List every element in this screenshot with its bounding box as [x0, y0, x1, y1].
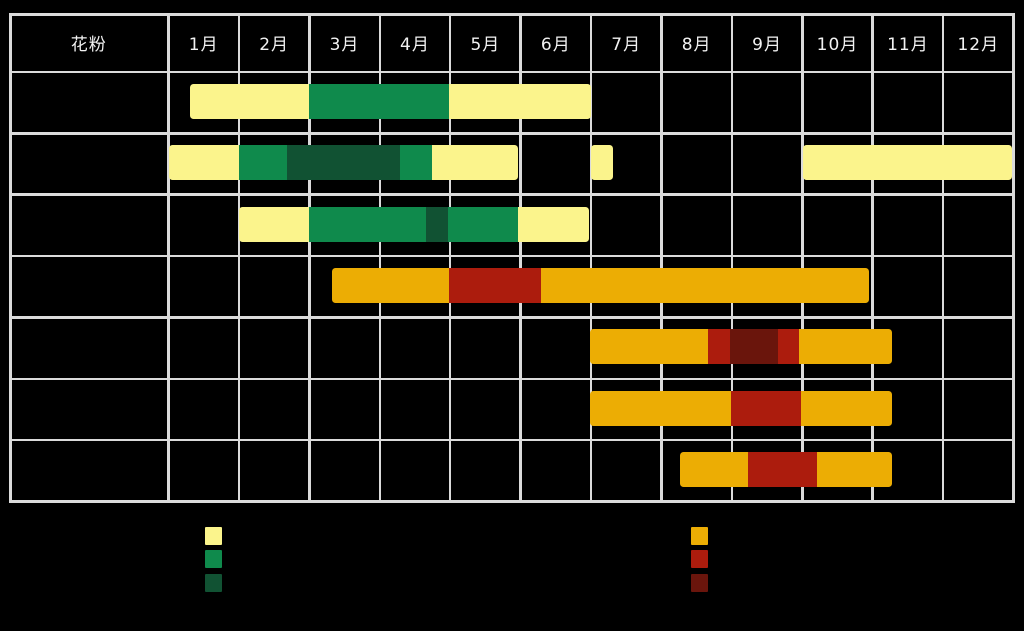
grid-line-horizontal [9, 316, 1015, 319]
pollen-bar [590, 329, 893, 365]
grid-line-vertical [941, 13, 945, 503]
grid-line-horizontal [9, 193, 1015, 196]
header-cell-month: 3月 [329, 35, 360, 55]
grid-line-vertical [660, 13, 663, 503]
legend-swatch-green [205, 550, 222, 568]
grid-line-vertical [730, 13, 734, 503]
pollen-bar [590, 390, 893, 426]
pollen-bar-segment-orange [541, 268, 870, 304]
pollen-bar-segment-green [400, 145, 432, 181]
header-cell-month: 8月 [681, 35, 712, 55]
legend-swatch-yellow [205, 526, 222, 545]
pollen-bar-segment-orange [590, 329, 708, 365]
grid-line-vertical [378, 13, 381, 503]
legend-swatch-dark-green [205, 573, 222, 592]
pollen-bar [802, 145, 1013, 181]
pollen-bar-segment-red [731, 390, 801, 426]
pollen-bar [591, 145, 613, 181]
pollen-bar-segment-red [778, 329, 799, 365]
pollen-bar-segment-green [238, 145, 287, 181]
header-cell-month: 5月 [470, 35, 501, 55]
pollen-bar-segment-yellow [802, 145, 1013, 181]
pollen-bar-segment-yellow [169, 145, 239, 181]
pollen-bar-segment-green [448, 206, 518, 242]
grid-line-horizontal [9, 132, 1015, 135]
legend-swatch-orange [691, 526, 708, 545]
pollen-bar [331, 268, 870, 304]
pollen-bar-segment-dark-green [286, 145, 401, 181]
header-cell-month: 6月 [540, 35, 571, 55]
pollen-bar-segment-green [309, 84, 449, 119]
pollen-bar-segment-dark-red [729, 329, 779, 365]
header-cell-month: 4月 [400, 35, 430, 55]
pollen-bar [238, 206, 589, 242]
pollen-bar-segment-orange [679, 452, 749, 488]
pollen-bar-segment-yellow [190, 84, 310, 119]
pollen-bar-segment-green [309, 206, 426, 242]
pollen-column-header: 花粉 [70, 35, 107, 55]
calendar-table-border [9, 13, 1015, 503]
pollen-bar-segment-yellow [448, 84, 591, 119]
header-cell-month: 9月 [752, 35, 782, 55]
grid-line-horizontal [9, 254, 1015, 258]
grid-line-vertical [167, 13, 170, 503]
grid-line-horizontal [9, 377, 1015, 381]
pollen-bar-segment-red [448, 268, 541, 304]
grid-line-horizontal [9, 70, 1015, 74]
pollen-bar-segment-orange [817, 452, 893, 488]
header-cell-month: 11月 [887, 35, 929, 55]
header-cell-month: 12月 [957, 35, 1000, 55]
pollen-bar-segment-orange [800, 390, 893, 426]
header-cell-month: 10月 [816, 35, 859, 55]
grid-line-vertical [448, 13, 452, 503]
pollen-bar-segment-yellow [591, 145, 613, 181]
header-cell-month: 1月 [188, 35, 219, 55]
pollen-bar-segment-dark-green [425, 206, 449, 242]
pollen-bar-segment-yellow [517, 206, 589, 242]
pollen-bar-segment-red [707, 329, 730, 365]
grid-line-vertical [589, 13, 593, 503]
grid-line-vertical [871, 13, 874, 503]
header-cell-month: 7月 [611, 35, 642, 55]
grid-line-vertical [237, 13, 241, 503]
pollen-bar-segment-orange [798, 329, 893, 365]
legend-swatch-red [691, 550, 708, 568]
pollen-bar-segment-red [748, 452, 818, 488]
grid-line-horizontal [9, 438, 1015, 442]
grid-line-vertical [801, 13, 804, 503]
pollen-bar-segment-orange [331, 268, 449, 304]
pollen-bar [169, 145, 519, 181]
legend-swatch-dark-red [691, 573, 708, 592]
pollen-bar-segment-yellow [238, 206, 310, 242]
pollen-bar-segment-orange [590, 390, 732, 426]
header-cell-month: 2月 [259, 35, 290, 55]
grid-line-vertical [519, 13, 522, 503]
grid-line-vertical [308, 13, 311, 503]
pollen-bar-segment-yellow [431, 145, 519, 181]
pollen-bar [679, 452, 893, 488]
pollen-bar [190, 84, 591, 119]
